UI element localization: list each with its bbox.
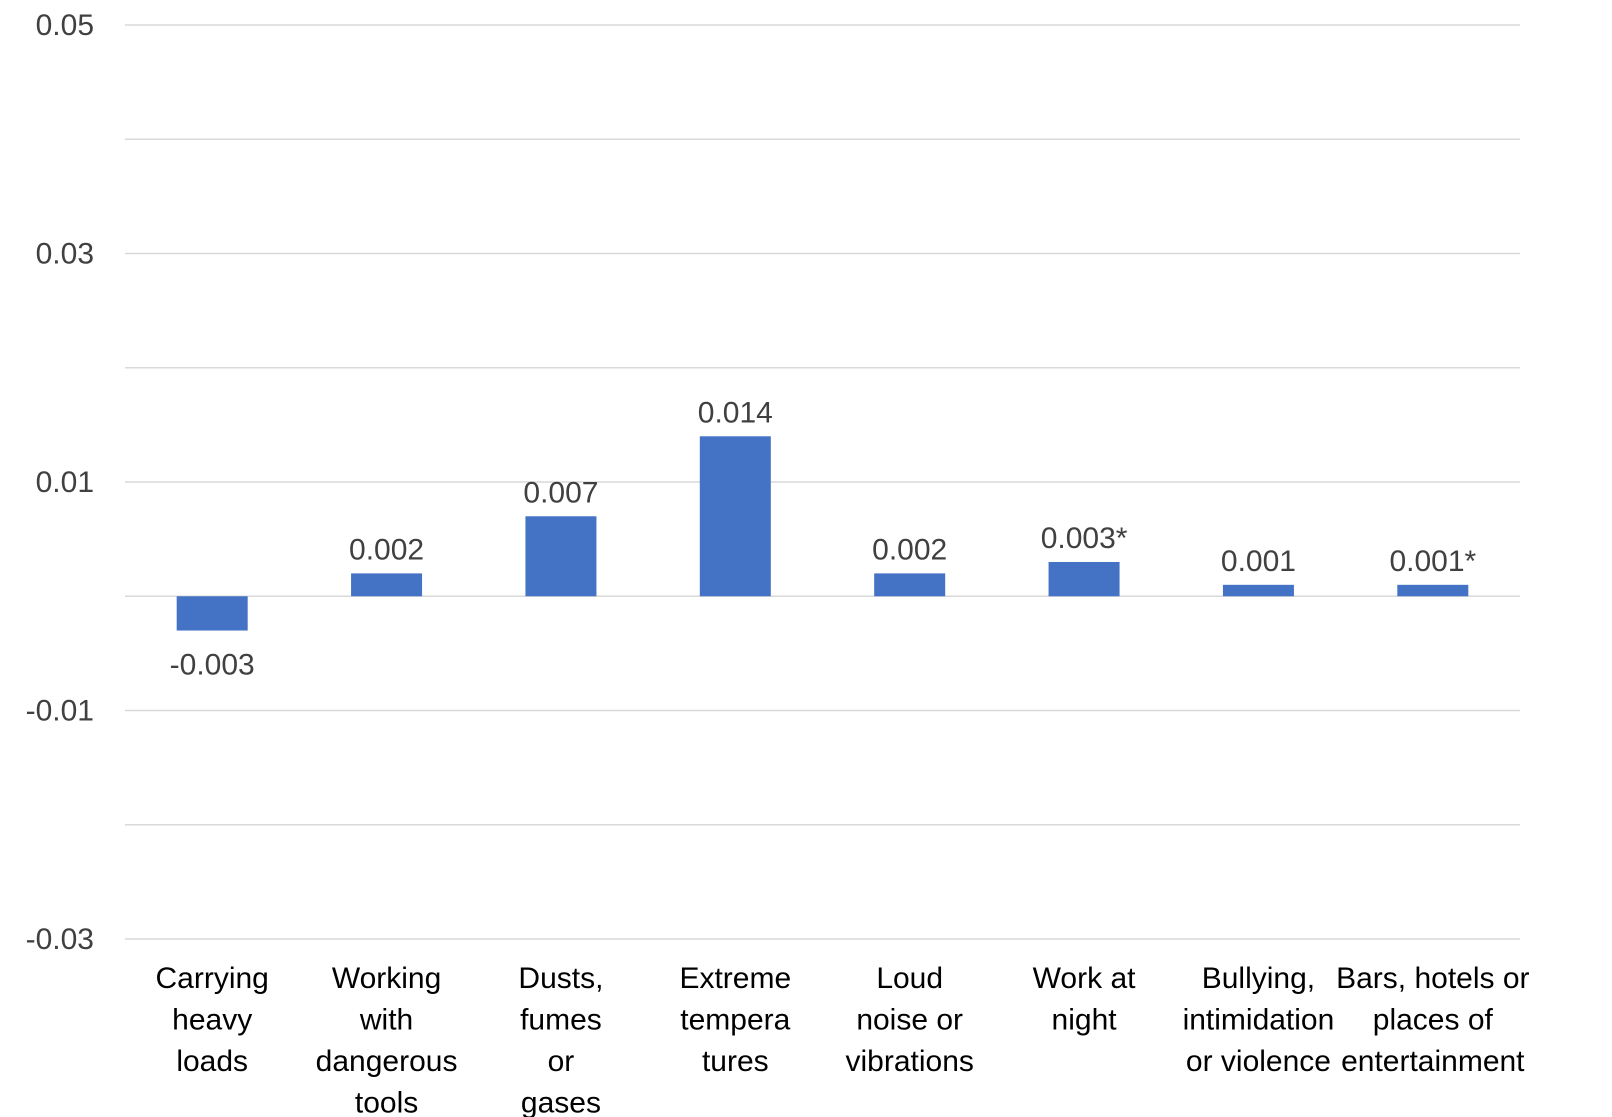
bars — [176, 436, 1469, 631]
x-category-label: Dusts, fumes or gases — [518, 962, 603, 1117]
x-category-label-line: dangerous — [316, 1045, 458, 1078]
data-label: 0.003* — [1041, 522, 1128, 555]
bar — [176, 596, 248, 631]
bar — [525, 516, 597, 597]
bar — [1222, 584, 1294, 597]
y-tick-label: -0.01 — [26, 695, 94, 728]
x-category-label: Loud noise or vibrations — [845, 962, 973, 1078]
x-category-label-line: entertainment — [1341, 1045, 1525, 1078]
x-category-label-line: or violence — [1186, 1045, 1331, 1078]
x-category-label-line: intimidation — [1183, 1004, 1335, 1037]
data-label: 0.014 — [698, 396, 773, 429]
x-category-label-line: Bars, hotels or — [1336, 962, 1529, 995]
x-category-label-line: places of — [1373, 1004, 1494, 1037]
data-label: 0.007 — [523, 476, 598, 509]
x-category-label-line: tools — [355, 1087, 418, 1117]
y-tick-label: -0.03 — [26, 923, 94, 956]
bar — [874, 573, 946, 597]
x-category-label: Extreme tempera tures — [679, 962, 791, 1078]
bar — [351, 573, 423, 597]
x-category-label-line: loads — [176, 1045, 248, 1078]
data-label: 0.001* — [1389, 545, 1476, 578]
x-category-label-line: heavy — [172, 1004, 252, 1037]
x-category-label-line: night — [1052, 1004, 1118, 1037]
x-category-label-line: Dusts, — [518, 962, 603, 995]
gridlines — [125, 24, 1520, 940]
y-tick-label: 0.03 — [36, 238, 94, 271]
data-labels: -0.003 0.002 0.007 0.014 0.002 0.003* 0.001 0.0… — [170, 396, 1477, 681]
x-category-label-line: Working — [332, 962, 441, 995]
x-category-label-line: Bullying, — [1202, 962, 1315, 995]
y-tick-label: 0.05 — [36, 9, 94, 42]
y-axis-tick-labels: 0.05 0.03 0.01 -0.01 -0.03 — [26, 9, 94, 956]
x-category-label: Work at night — [1033, 962, 1136, 1037]
x-category-label-line: Loud — [876, 962, 943, 995]
x-category-label-line: fumes — [520, 1004, 602, 1037]
data-label: 0.002 — [872, 533, 947, 566]
x-category-label-line: Extreme — [679, 962, 791, 995]
x-category-label-line: Carrying — [156, 962, 269, 995]
x-axis-category-labels: Carrying heavy loads Working with dangerous to… — [156, 962, 1530, 1117]
x-category-label-line: vibrations — [845, 1045, 973, 1078]
x-category-label-line: with — [359, 1004, 413, 1037]
data-label: -0.003 — [170, 649, 255, 682]
x-category-label-line: tempera — [680, 1004, 790, 1037]
x-category-label-line: noise or — [856, 1004, 963, 1037]
x-category-label-line: or — [548, 1045, 575, 1078]
x-category-label: Working with dangerous tools — [316, 962, 458, 1117]
x-category-label-line: tures — [702, 1045, 769, 1078]
bar — [1397, 584, 1469, 597]
data-label: 0.001 — [1221, 545, 1296, 578]
bar — [699, 436, 771, 597]
x-category-label: Bars, hotels or places of entertainment — [1336, 962, 1529, 1078]
x-category-label: Carrying heavy loads — [156, 962, 269, 1078]
x-category-label-line: gases — [521, 1087, 601, 1117]
bar — [1048, 561, 1120, 597]
data-label: 0.002 — [349, 533, 424, 566]
y-tick-label: 0.01 — [36, 466, 94, 499]
x-category-label-line: Work at — [1033, 962, 1136, 995]
x-category-label: Bullying, intimidation or violence — [1183, 962, 1335, 1078]
